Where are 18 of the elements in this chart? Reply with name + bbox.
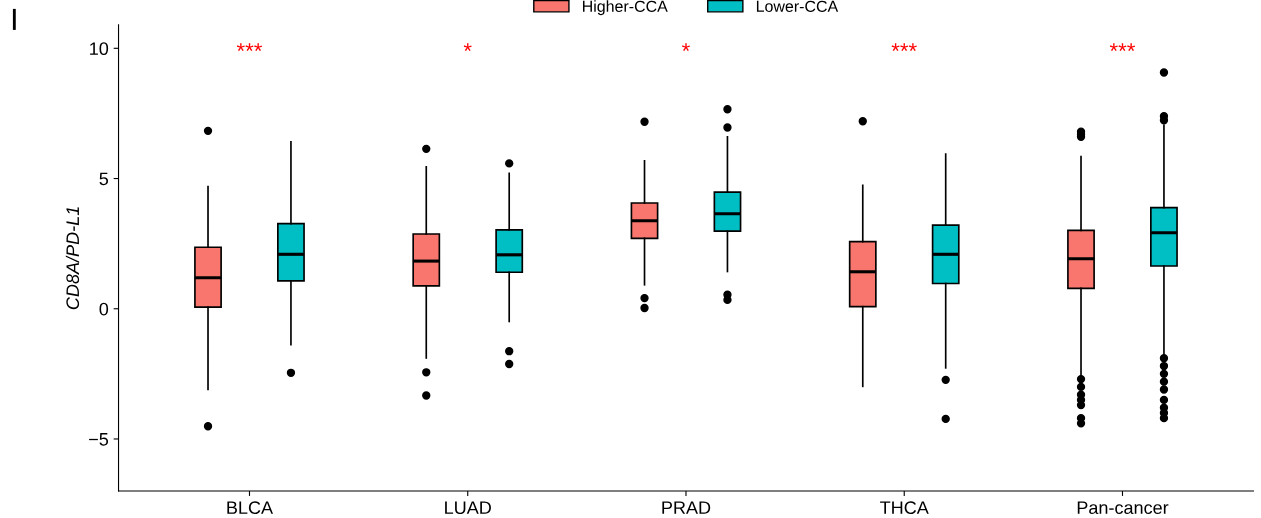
legend-label: Higher-CCA	[583, 0, 668, 16]
annotation: ***	[1109, 43, 1136, 52]
legend-label: Lower-CCA	[756, 0, 839, 12]
annotation: ***	[236, 43, 263, 52]
y-tick-label: 0	[99, 302, 109, 316]
annotation: ***	[891, 43, 917, 52]
x-tick-label: BLCA	[227, 501, 274, 515]
annotation: *	[682, 43, 690, 52]
y-tick-label: 5	[99, 172, 109, 186]
annotation: *	[463, 43, 472, 52]
y-tick-label: 10	[90, 42, 109, 56]
y-axis-title: CD8A/PD-L1	[65, 207, 80, 310]
x-tick-label: LUAD	[445, 501, 491, 515]
text: I	[12, 8, 16, 30]
x-tick-label: PRAD	[662, 501, 711, 514]
x-tick-label: THCA	[880, 501, 929, 515]
y-tick-label: −5	[89, 433, 109, 446]
x-tick-label: Pan-cancer	[1077, 501, 1169, 515]
